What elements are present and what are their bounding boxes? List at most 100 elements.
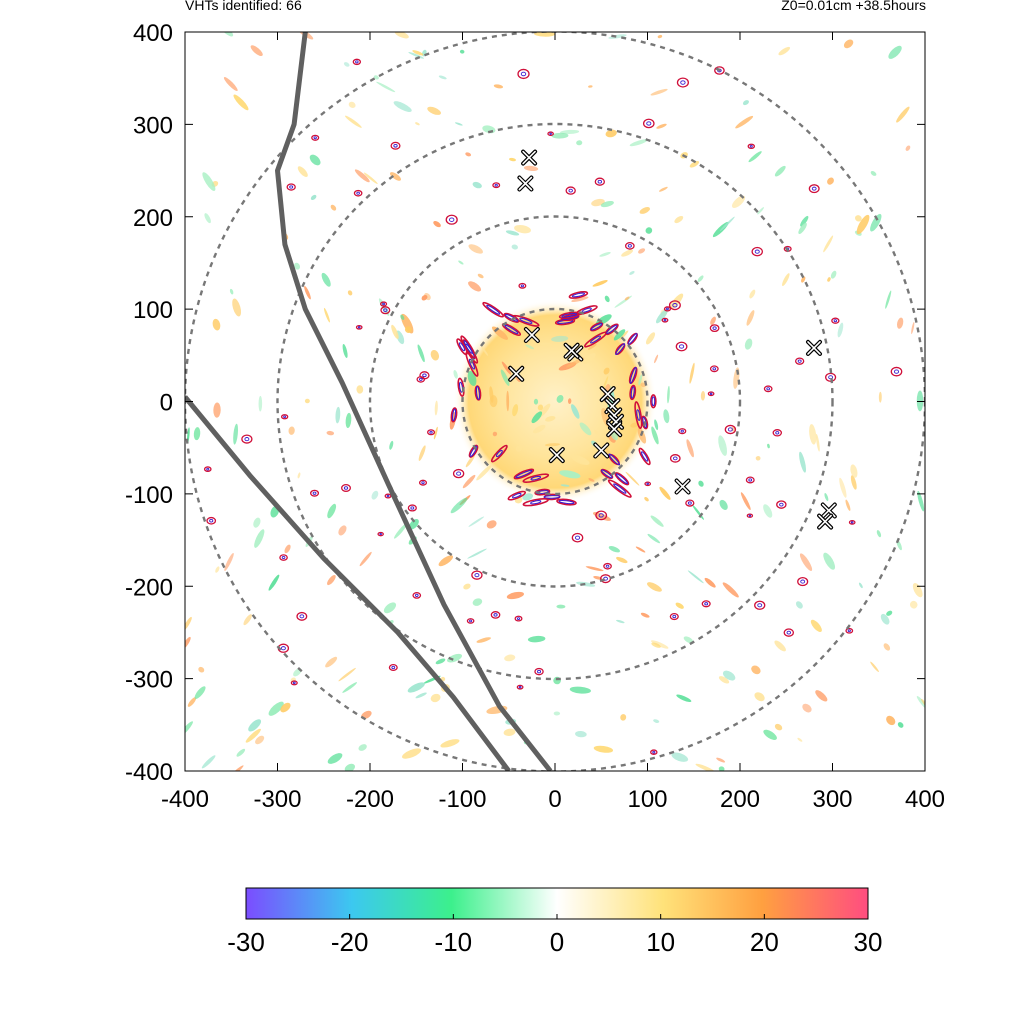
contour-outer <box>468 444 479 458</box>
field-blob <box>686 439 694 458</box>
contour-outer <box>427 429 436 436</box>
contour-inner <box>495 449 503 458</box>
field-blob <box>600 200 614 208</box>
field-blob <box>718 676 730 684</box>
contour-inner <box>680 80 686 85</box>
field-blob <box>824 492 829 502</box>
field-blob <box>232 298 242 317</box>
field-blob <box>616 619 625 624</box>
contour-outer <box>754 600 766 610</box>
contour-outer <box>644 481 652 487</box>
field-blob <box>569 686 591 694</box>
contour-outer <box>615 343 626 356</box>
field-blob <box>594 429 599 435</box>
contour-outer <box>565 186 576 195</box>
contour-inner <box>518 686 522 689</box>
field-blob <box>798 222 807 235</box>
contour-inner <box>458 342 466 352</box>
contour-outer <box>534 667 544 676</box>
range-ring <box>276 122 834 681</box>
field-blob <box>223 77 238 92</box>
contour-outer <box>518 282 527 289</box>
field-blob <box>327 753 343 764</box>
contour-outer <box>608 453 620 466</box>
field-blob <box>647 533 661 544</box>
field-blob <box>345 412 352 429</box>
field-blob <box>389 440 394 450</box>
contour-outer <box>450 407 458 423</box>
contour-inner <box>382 302 385 306</box>
contour-outer <box>668 300 681 311</box>
contour-outer <box>516 684 524 690</box>
contour-inner <box>209 519 214 523</box>
field-blob <box>462 474 476 489</box>
vht-marker <box>820 502 837 519</box>
contour-inner <box>299 614 305 619</box>
field-blob <box>749 289 756 299</box>
field-blob <box>663 409 670 424</box>
field-blob <box>363 172 378 185</box>
colorbar-tick-label: 30 <box>854 927 883 957</box>
storm-track-line <box>275 32 553 771</box>
field-blob <box>656 123 667 129</box>
field-blob <box>885 290 892 309</box>
field-blob <box>389 172 401 181</box>
contour-inner <box>833 319 838 323</box>
field-blob <box>523 165 539 172</box>
contour-inner <box>651 396 656 407</box>
field-blob <box>250 45 263 57</box>
contour-inner <box>511 493 522 499</box>
y-tick-label: -300 <box>125 667 173 694</box>
contour-inner <box>355 60 359 64</box>
field-blob <box>639 206 650 214</box>
field-blob <box>468 281 482 292</box>
contour-outer <box>675 341 688 352</box>
field-blob <box>870 661 879 673</box>
field-blob <box>187 697 197 707</box>
field-blob <box>327 574 336 586</box>
field-blob <box>651 426 659 445</box>
contour-inner <box>797 359 802 363</box>
field-blob <box>878 391 882 403</box>
contour-inner <box>850 521 854 524</box>
contour-inner <box>343 486 349 490</box>
contour-outer <box>848 519 856 525</box>
field-blob <box>827 277 831 282</box>
contour-inner <box>672 456 678 461</box>
contour-outer <box>763 385 773 393</box>
contour-outer <box>650 394 657 409</box>
field-blob <box>629 270 635 275</box>
field-blob <box>531 411 543 424</box>
field-blob <box>630 422 638 428</box>
contour-inner <box>421 481 425 485</box>
contour-outer <box>845 627 854 634</box>
field-blob <box>440 739 460 748</box>
field-blob <box>468 244 483 254</box>
contour-outer <box>603 562 612 570</box>
field-blob <box>459 49 465 54</box>
range-rings <box>185 32 925 771</box>
field-blob <box>797 737 803 742</box>
field-blob <box>472 181 482 189</box>
field-blob <box>830 270 837 279</box>
field-blob <box>625 471 640 486</box>
field-blob <box>515 445 523 452</box>
field-blob <box>719 499 728 510</box>
field-blob <box>465 152 472 157</box>
contour-outer <box>558 311 580 320</box>
contour-outer <box>746 513 754 518</box>
field-blob <box>533 398 539 405</box>
field-blob <box>556 604 566 609</box>
field-blob <box>719 216 735 232</box>
field-blob <box>493 84 504 89</box>
field-blob <box>394 523 408 539</box>
field-blob <box>489 386 494 403</box>
field-blob <box>359 551 372 567</box>
contour-outer <box>241 434 253 444</box>
field-blob <box>644 496 649 502</box>
field-blob <box>718 766 725 771</box>
contour-inner <box>786 630 792 635</box>
vht-marker <box>548 447 565 464</box>
field-blob <box>810 619 822 633</box>
contour-outer <box>490 444 508 463</box>
